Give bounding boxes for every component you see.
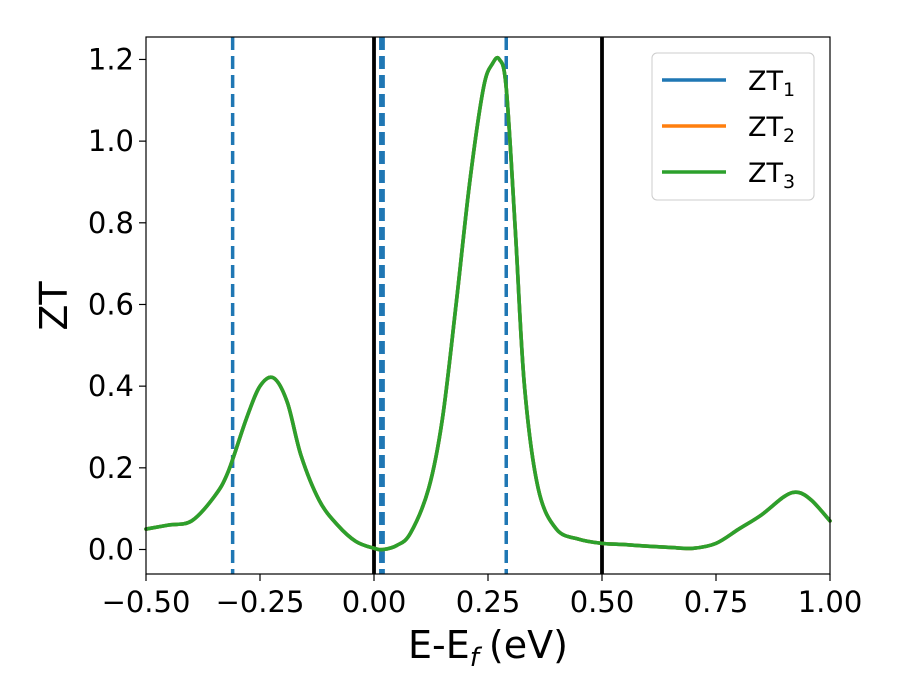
x-axis-title-sub: f — [470, 643, 483, 673]
legend-frame — [651, 52, 815, 201]
series-line-zt3 — [144, 55, 832, 552]
y-tick-label: 0.4 — [88, 369, 134, 403]
legend-label-zt2: ZT2 — [748, 112, 795, 147]
legend-label-zt3: ZT3 — [748, 158, 795, 193]
y-tick-label: 0.2 — [88, 451, 134, 485]
x-axis-ticks: −0.50 −0.25 0.00 0.25 0.50 0.75 1.00 — [102, 574, 863, 619]
legend: ZT1 ZT2 ZT3 — [651, 52, 815, 201]
y-tick-label: 0.8 — [88, 206, 134, 240]
y-tick-label: 0.6 — [88, 287, 134, 321]
x-axis-title: E-Ef (eV) — [408, 623, 568, 673]
x-tick-label: 0.00 — [342, 585, 407, 619]
y-tick-label: 0.0 — [88, 532, 134, 566]
x-tick-label: −0.50 — [102, 585, 191, 619]
vertical-lines — [230, 37, 604, 574]
y-tick-label: 1.0 — [88, 124, 134, 158]
x-tick-label: 0.75 — [684, 585, 749, 619]
x-tick-label: 0.50 — [570, 585, 635, 619]
x-axis-title-main: E-E — [408, 623, 470, 667]
x-tick-label: 1.00 — [798, 585, 863, 619]
series-lines — [144, 55, 832, 552]
y-axis-ticks: 0.0 0.2 0.4 0.6 0.8 1.0 1.2 — [88, 42, 146, 566]
x-tick-label: −0.25 — [216, 585, 305, 619]
x-axis-title-unit: (eV) — [489, 623, 568, 667]
legend-label-zt1: ZT1 — [748, 66, 795, 101]
y-tick-label: 1.2 — [88, 42, 134, 76]
x-tick-label: 0.25 — [456, 585, 521, 619]
y-axis-title: ZT — [32, 281, 76, 331]
